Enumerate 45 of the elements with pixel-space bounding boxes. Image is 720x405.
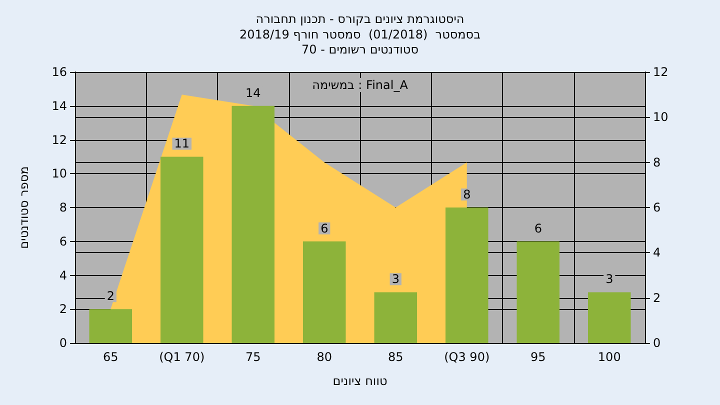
- bar: [588, 292, 631, 343]
- bar: [89, 309, 132, 343]
- data-label: 3: [606, 272, 614, 286]
- y2-tick-label: 10: [653, 110, 668, 124]
- y-tick-label: 0: [59, 336, 67, 350]
- y2-tick-label: 6: [653, 200, 661, 214]
- y2-tick-label: 0: [653, 336, 661, 350]
- y-tick-label: 2: [59, 302, 67, 316]
- x-tick-label: 95: [530, 350, 546, 364]
- bar: [232, 106, 274, 343]
- y2-tick-label: 4: [653, 246, 661, 260]
- bar: [160, 156, 204, 343]
- y-tick-label: 6: [59, 234, 67, 248]
- y2-tick-label: 2: [653, 290, 661, 305]
- x-tick-label: 100: [598, 350, 621, 364]
- x-tick-label: 80: [316, 350, 332, 364]
- x-tick-label: (Q1 70): [159, 350, 205, 364]
- y2-tick-label: 8: [653, 155, 661, 170]
- bar: [516, 241, 560, 343]
- data-label: 8: [463, 188, 471, 202]
- bar: [303, 241, 346, 343]
- annotation: במשימה : Final_A: [312, 78, 409, 92]
- x-tick-label: 75: [245, 350, 261, 364]
- x-tick-label: 85: [388, 350, 404, 364]
- y-tick-label: 4: [59, 268, 67, 282]
- y-axis-title: מספר סטודנטים: [17, 166, 31, 249]
- y-tick-label: 12: [52, 132, 67, 147]
- bar: [446, 208, 488, 343]
- x-tick-label: 65: [102, 350, 118, 364]
- x-axis-title: טווח ציונים: [332, 374, 388, 388]
- data-label: 6: [534, 221, 542, 236]
- y2-tick-label: 12: [653, 65, 668, 79]
- chart-subtitle: בסמסטר (01/2018) סמסטר חורף 2018/19 סטודנטים רשומים - 70: [239, 28, 481, 56]
- data-label: 14: [245, 86, 261, 100]
- y-tick-label: 14: [52, 98, 67, 113]
- y-tick-label: 8: [59, 200, 67, 214]
- data-label: 6: [320, 221, 328, 236]
- chart-title: היסטוגרמת ציונים בקורס - תכנון תחבורה: [256, 12, 464, 26]
- y-tick-label: 10: [52, 166, 67, 181]
- data-label: 11: [174, 136, 190, 151]
- y-tick-label: 16: [52, 65, 67, 79]
- x-tick-label: (Q3 90): [444, 350, 490, 364]
- data-label: 2: [106, 289, 114, 304]
- data-label: 3: [392, 272, 400, 286]
- bar: [374, 292, 417, 343]
